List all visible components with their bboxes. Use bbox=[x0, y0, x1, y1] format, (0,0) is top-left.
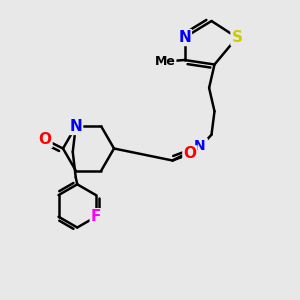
Text: N: N bbox=[178, 30, 191, 45]
Text: Me: Me bbox=[154, 55, 176, 68]
Text: S: S bbox=[232, 30, 242, 45]
Text: N: N bbox=[194, 139, 205, 153]
Text: F: F bbox=[91, 209, 101, 224]
Text: O: O bbox=[183, 146, 196, 161]
Text: H: H bbox=[195, 139, 207, 153]
Text: N: N bbox=[69, 119, 82, 134]
Text: O: O bbox=[38, 132, 52, 147]
